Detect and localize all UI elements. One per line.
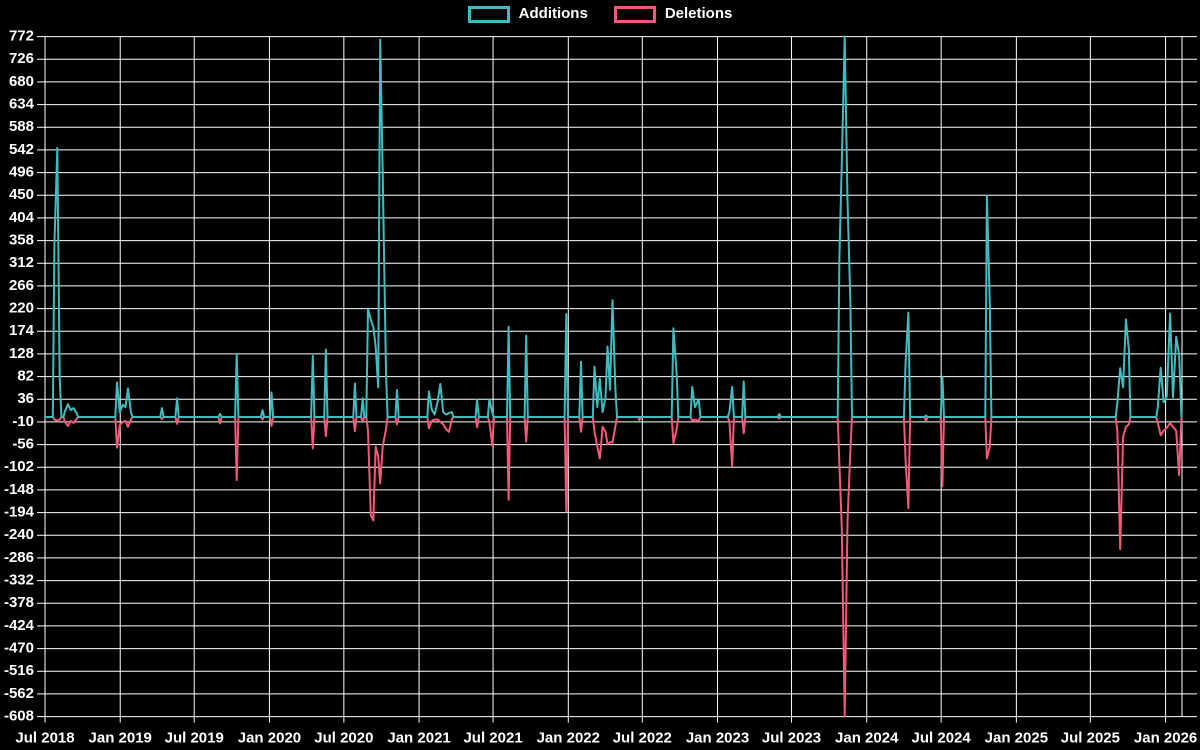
- y-axis-tick-label: 726: [9, 50, 34, 67]
- x-axis-tick-label: Jul 2025: [1061, 730, 1120, 747]
- y-axis-tick-label: -286: [4, 549, 34, 566]
- y-axis-tick-label: 542: [9, 141, 34, 158]
- y-axis-tick-label: -102: [4, 458, 34, 475]
- additions-legend-label: Additions: [518, 5, 588, 22]
- y-axis-tick-label: 496: [9, 164, 34, 181]
- x-axis-tick-label: Jan 2020: [238, 730, 301, 747]
- x-axis-tick-label: Jul 2023: [762, 730, 821, 747]
- additions-swatch: [467, 5, 510, 23]
- x-axis-tick-label: Jan 2023: [686, 730, 749, 747]
- y-axis-tick-label: 588: [9, 118, 34, 135]
- deletions-legend-label: Deletions: [664, 5, 733, 22]
- y-axis-tick-label: 82: [17, 368, 34, 385]
- x-axis-tick-label: Jan 2019: [89, 730, 152, 747]
- x-axis-tick-label: Jan 2024: [835, 730, 899, 747]
- y-axis-tick-label: 450: [9, 186, 34, 203]
- y-axis-tick-label: -378: [4, 594, 34, 611]
- y-axis-tick-label: 36: [17, 390, 34, 407]
- x-axis-tick-label: Jul 2019: [165, 730, 224, 747]
- y-axis-tick-label: -148: [4, 481, 34, 498]
- y-axis-tick-label: -424: [4, 617, 35, 634]
- y-axis-tick-label: 634: [9, 96, 35, 113]
- legend-item-deletions[interactable]: Deletions: [613, 5, 733, 23]
- x-axis-tick-label: Jan 2022: [537, 730, 600, 747]
- x-axis-tick-label: Jul 2024: [912, 730, 972, 747]
- x-axis-tick-label: Jul 2018: [15, 730, 74, 747]
- y-axis-tick-label: 404: [9, 209, 35, 226]
- y-axis-tick-label: -194: [4, 504, 35, 521]
- x-axis-tick-label: Jan 2026: [1134, 730, 1197, 747]
- chart-legend: Additions Deletions: [0, 5, 1200, 23]
- y-axis-tick-label: -516: [4, 662, 34, 679]
- y-axis-tick-label: -608: [4, 708, 34, 725]
- y-axis-tick-label: -56: [12, 436, 34, 453]
- legend-item-additions[interactable]: Additions: [467, 5, 588, 23]
- y-axis-tick-label: 358: [9, 232, 34, 249]
- x-axis-tick-label: Jul 2022: [613, 730, 672, 747]
- x-axis-tick-label: Jul 2020: [314, 730, 373, 747]
- x-axis-tick-label: Jul 2021: [463, 730, 522, 747]
- y-axis-tick-label: 128: [9, 345, 34, 362]
- y-axis-tick-label: 312: [9, 254, 34, 271]
- additions-line: [44, 35, 1183, 418]
- y-axis-tick-label: 266: [9, 277, 34, 294]
- y-axis-tick-label: 220: [9, 300, 34, 317]
- x-axis-tick-label: Jan 2025: [985, 730, 1048, 747]
- y-axis-tick-label: -240: [4, 526, 34, 543]
- y-axis-tick-label: 174: [9, 322, 35, 339]
- y-axis-tick-label: -562: [4, 685, 34, 702]
- deletions-swatch: [613, 5, 656, 23]
- y-axis-tick-label: -332: [4, 572, 34, 589]
- y-axis-tick-label: -10: [12, 413, 34, 430]
- y-axis-tick-label: -470: [4, 640, 34, 657]
- x-axis-tick-label: Jan 2021: [387, 730, 450, 747]
- y-axis-tick-label: 772: [9, 28, 34, 45]
- y-axis-tick-label: 680: [9, 73, 34, 90]
